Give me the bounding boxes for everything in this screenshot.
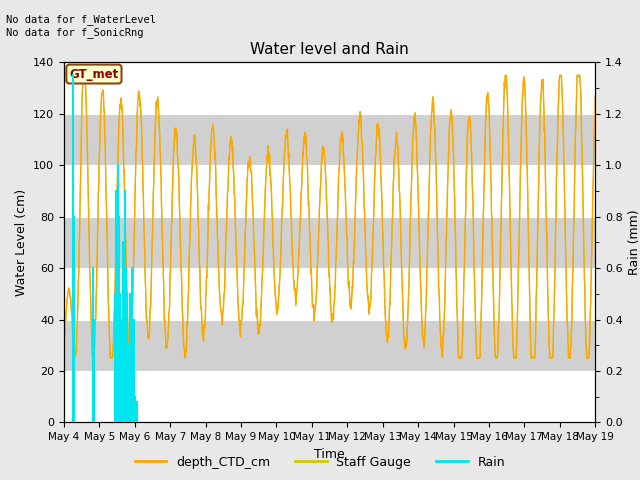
Bar	[64, 371, 595, 422]
Text: GT_met: GT_met	[69, 68, 118, 81]
Bar	[64, 320, 595, 371]
Bar	[64, 114, 595, 165]
Y-axis label: Rain (mm): Rain (mm)	[628, 210, 640, 275]
Bar	[64, 216, 595, 268]
Text: No data for f_WaterLevel
No data for f_SonicRng: No data for f_WaterLevel No data for f_S…	[6, 14, 156, 38]
Bar	[64, 268, 595, 320]
Y-axis label: Water Level (cm): Water Level (cm)	[15, 189, 28, 296]
Bar	[64, 165, 595, 216]
Title: Water level and Rain: Water level and Rain	[250, 42, 409, 57]
Legend: depth_CTD_cm, Staff Gauge, Rain: depth_CTD_cm, Staff Gauge, Rain	[130, 451, 510, 474]
Bar	[64, 62, 595, 114]
X-axis label: Time: Time	[314, 448, 345, 461]
